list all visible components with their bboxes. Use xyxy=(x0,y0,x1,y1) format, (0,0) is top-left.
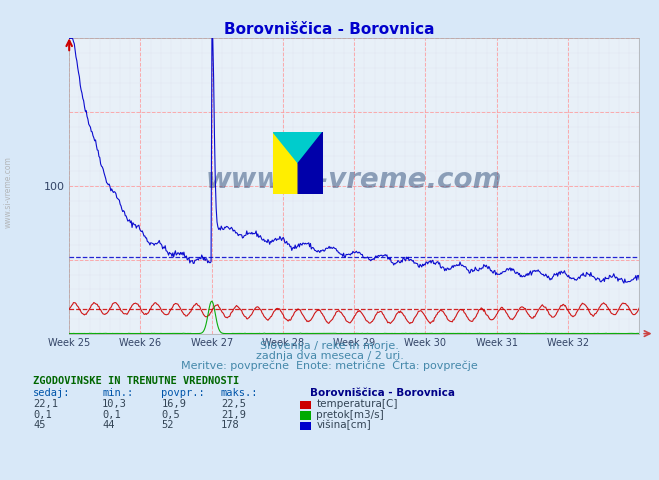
Text: 52: 52 xyxy=(161,420,174,430)
Text: pretok[m3/s]: pretok[m3/s] xyxy=(316,409,384,420)
Text: 44: 44 xyxy=(102,420,115,430)
Text: sedaj:: sedaj: xyxy=(33,388,71,398)
Text: 22,1: 22,1 xyxy=(33,399,58,409)
Polygon shape xyxy=(298,132,323,194)
Text: 16,9: 16,9 xyxy=(161,399,186,409)
Text: 178: 178 xyxy=(221,420,239,430)
Text: Meritve: povprečne  Enote: metrične  Črta: povprečje: Meritve: povprečne Enote: metrične Črta:… xyxy=(181,359,478,371)
Text: Slovenija / reke in morje.: Slovenija / reke in morje. xyxy=(260,341,399,351)
Text: www.si-vreme.com: www.si-vreme.com xyxy=(206,166,502,194)
Text: zadnja dva meseca / 2 uri.: zadnja dva meseca / 2 uri. xyxy=(256,351,403,361)
Text: maks.:: maks.: xyxy=(221,388,258,398)
Text: temperatura[C]: temperatura[C] xyxy=(316,399,398,409)
Text: povpr.:: povpr.: xyxy=(161,388,205,398)
Text: ZGODOVINSKE IN TRENUTNE VREDNOSTI: ZGODOVINSKE IN TRENUTNE VREDNOSTI xyxy=(33,376,239,386)
Text: višina[cm]: višina[cm] xyxy=(316,420,371,430)
Text: Borovniščica - Borovnica: Borovniščica - Borovnica xyxy=(310,388,455,398)
Text: 22,5: 22,5 xyxy=(221,399,246,409)
Text: min.:: min.: xyxy=(102,388,133,398)
Text: 45: 45 xyxy=(33,420,45,430)
Text: 10,3: 10,3 xyxy=(102,399,127,409)
Polygon shape xyxy=(273,132,323,194)
Text: www.si-vreme.com: www.si-vreme.com xyxy=(3,156,13,228)
Text: 0,5: 0,5 xyxy=(161,409,180,420)
Text: 0,1: 0,1 xyxy=(102,409,121,420)
Text: 0,1: 0,1 xyxy=(33,409,51,420)
Text: 21,9: 21,9 xyxy=(221,409,246,420)
Text: Borovniščica - Borovnica: Borovniščica - Borovnica xyxy=(224,22,435,36)
